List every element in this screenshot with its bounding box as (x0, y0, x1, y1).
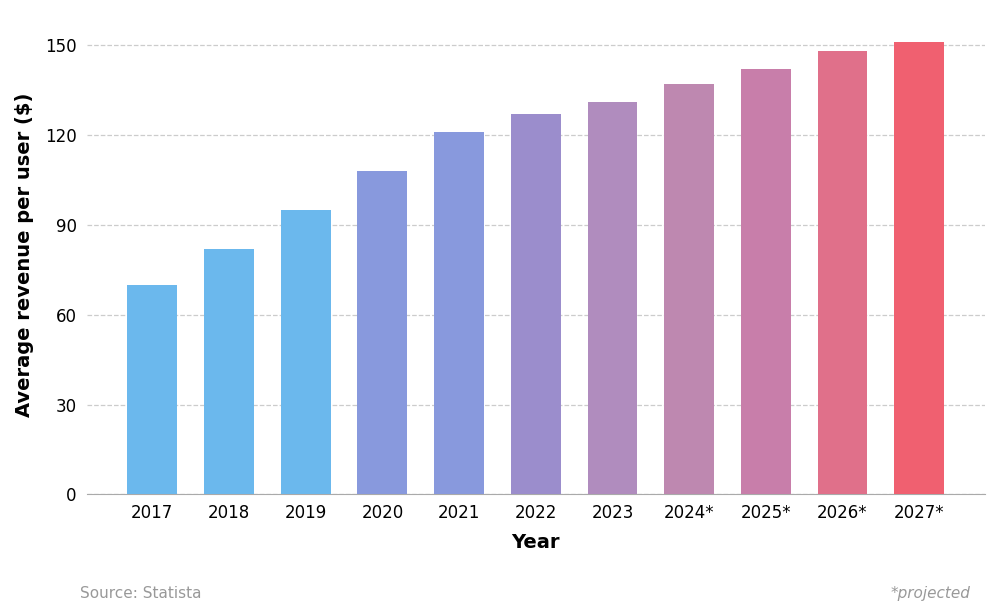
Text: Source: Statista: Source: Statista (80, 586, 202, 601)
X-axis label: Year: Year (512, 533, 560, 552)
Text: *projected: *projected (890, 586, 970, 601)
Bar (818, 51, 867, 495)
Y-axis label: Average revenue per user ($): Average revenue per user ($) (15, 93, 34, 417)
Bar (664, 84, 714, 495)
Bar (281, 210, 331, 495)
Bar (588, 102, 637, 495)
Bar (357, 171, 407, 495)
Bar (741, 69, 791, 495)
Bar (511, 114, 561, 495)
Bar (894, 42, 944, 495)
Bar (434, 132, 484, 495)
Bar (204, 249, 254, 495)
Bar (127, 285, 177, 495)
